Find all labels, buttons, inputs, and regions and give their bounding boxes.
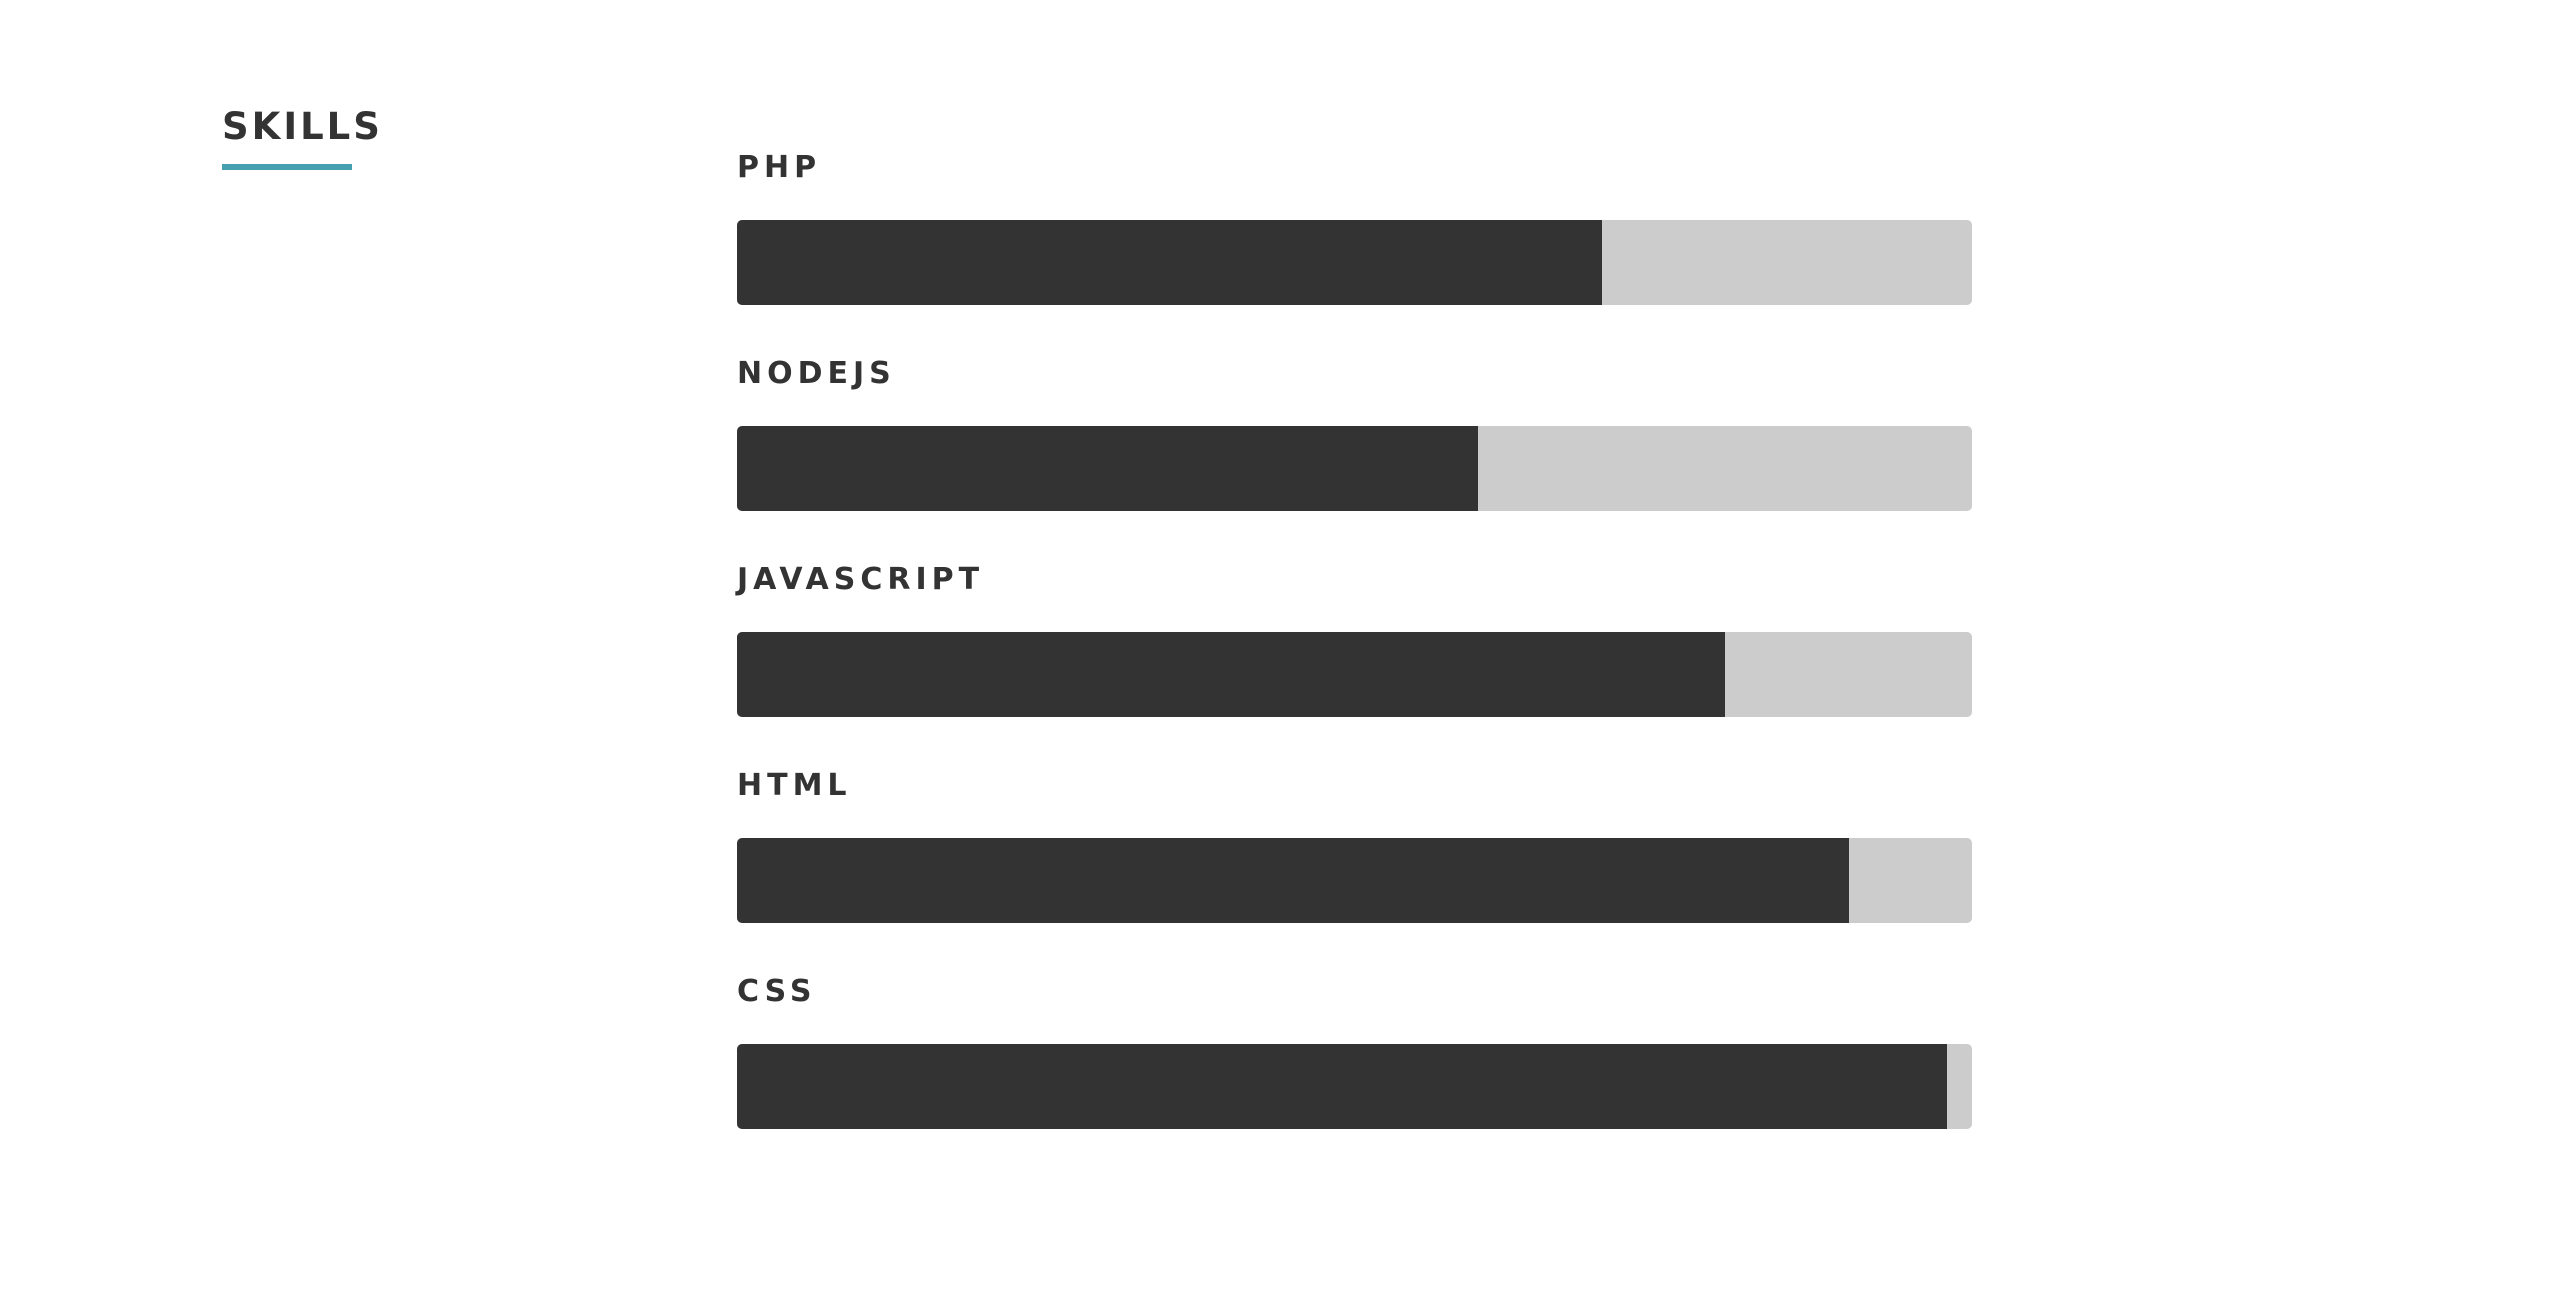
skill-bar-track	[737, 838, 1972, 923]
skill-label: NODEJS	[737, 356, 896, 391]
skill-nodejs: NODEJS	[737, 354, 1972, 560]
skill-label: PHP	[737, 150, 822, 185]
skill-bar-track	[737, 632, 1972, 717]
skill-bar-fill	[737, 632, 1725, 717]
skill-bar-fill	[737, 220, 1602, 305]
skill-html: HTML	[737, 766, 1972, 972]
skill-javascript: JAVASCRIPT	[737, 560, 1972, 766]
skill-label: CSS	[737, 974, 817, 1009]
skill-bar-fill	[737, 838, 1849, 923]
skill-label: HTML	[737, 768, 852, 803]
skills-list: PHP NODEJS JAVASCRIPT HTML CSS	[737, 148, 1972, 1178]
section-title: SKILLS	[222, 105, 383, 148]
skill-css: CSS	[737, 972, 1972, 1178]
skill-php: PHP	[737, 148, 1972, 354]
skill-label: JAVASCRIPT	[737, 562, 985, 597]
title-underline	[222, 164, 352, 170]
skill-bar-track	[737, 426, 1972, 511]
skill-bar-track	[737, 220, 1972, 305]
skill-bar-fill	[737, 426, 1478, 511]
skill-bar-track	[737, 1044, 1972, 1129]
skill-bar-fill	[737, 1044, 1948, 1129]
